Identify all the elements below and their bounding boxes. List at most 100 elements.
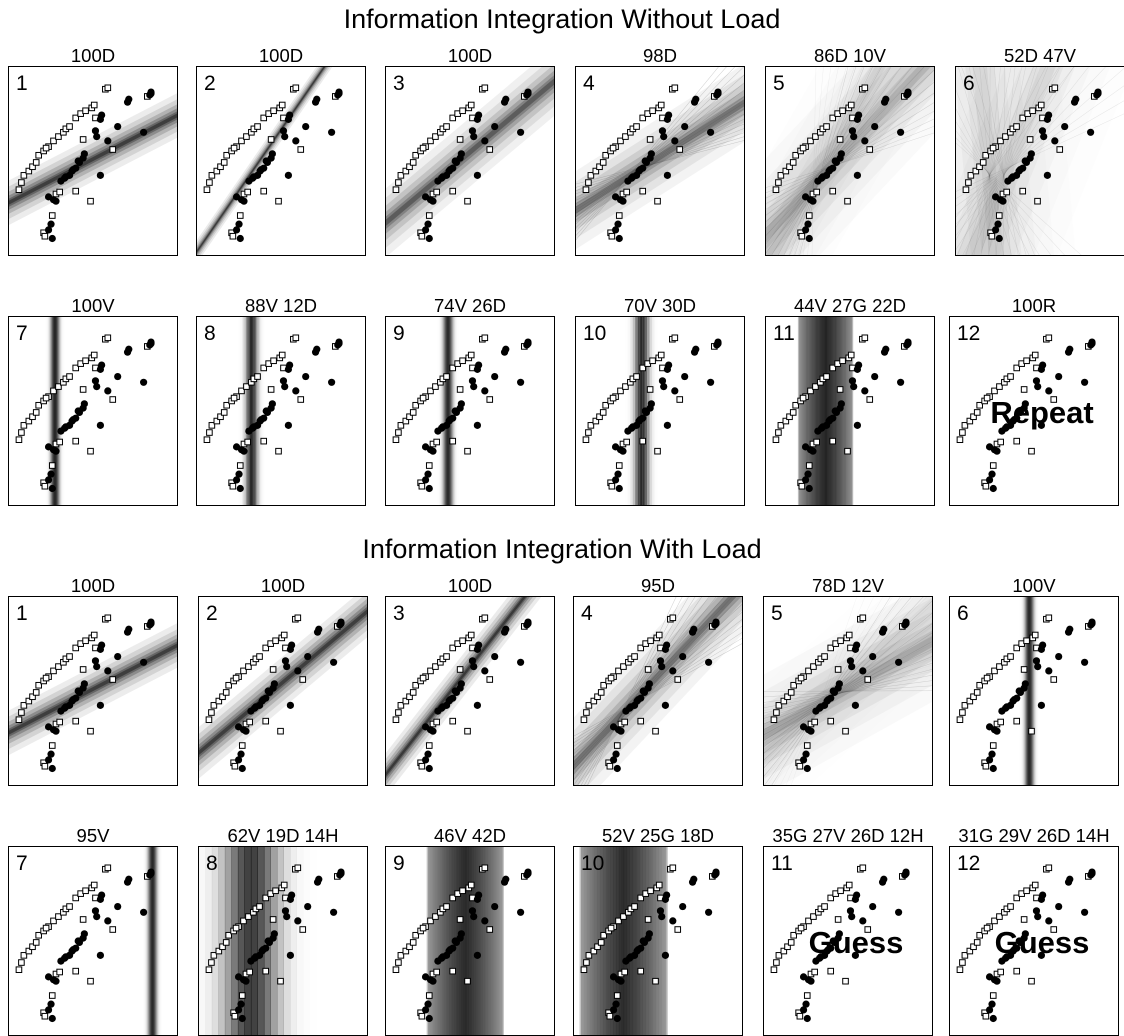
category-a-point bbox=[91, 102, 97, 108]
category-b-point bbox=[75, 157, 82, 164]
category-a-point bbox=[207, 180, 213, 186]
category-a-point bbox=[1024, 358, 1030, 364]
participant-panel: 11 bbox=[765, 316, 935, 506]
category-a-point bbox=[110, 147, 116, 153]
category-b-point bbox=[861, 137, 868, 144]
category-b-point bbox=[996, 235, 1003, 242]
category-b-point bbox=[904, 88, 911, 95]
category-a-point bbox=[1038, 102, 1044, 108]
category-b-point bbox=[1088, 868, 1095, 875]
category-b-point bbox=[662, 702, 669, 709]
category-b-point bbox=[705, 909, 712, 916]
category-a-point bbox=[638, 968, 644, 974]
bound-strip bbox=[199, 846, 206, 1036]
category-a-point bbox=[434, 189, 440, 195]
participant-number: 9 bbox=[393, 322, 405, 345]
participant-panel: 4 bbox=[575, 66, 745, 256]
category-b-point bbox=[491, 373, 498, 380]
category-a-point bbox=[33, 940, 39, 946]
category-a-point bbox=[1014, 968, 1020, 974]
category-b-point bbox=[75, 407, 82, 414]
category-b-point bbox=[902, 868, 909, 875]
category-a-point bbox=[487, 927, 493, 933]
category-b-point bbox=[853, 641, 860, 648]
category-b-point bbox=[806, 485, 813, 492]
category-a-point bbox=[257, 904, 263, 910]
category-b-point bbox=[838, 400, 845, 407]
category-b-point bbox=[438, 955, 445, 962]
participant-panel: 5 bbox=[763, 596, 933, 786]
category-a-point bbox=[998, 719, 1004, 725]
category-a-point bbox=[581, 717, 587, 723]
category-a-point bbox=[223, 940, 229, 946]
category-b-point bbox=[452, 407, 459, 414]
category-b-point bbox=[288, 891, 295, 898]
category-a-point bbox=[670, 615, 676, 621]
category-b-point bbox=[114, 653, 121, 660]
participant-panel: 2 bbox=[196, 66, 366, 256]
category-b-point bbox=[707, 379, 714, 386]
category-a-point bbox=[279, 102, 285, 108]
category-a-point bbox=[609, 483, 615, 489]
category-a-point bbox=[583, 437, 589, 443]
participant-panel: 5 bbox=[765, 66, 935, 256]
panel-strategy-label: 88V 12D bbox=[181, 296, 381, 316]
category-b-point bbox=[1088, 618, 1095, 625]
category-a-point bbox=[204, 187, 210, 193]
category-b-point bbox=[265, 687, 272, 694]
category-a-point bbox=[33, 410, 39, 416]
category-b-point bbox=[315, 626, 322, 633]
category-b-point bbox=[849, 127, 856, 134]
category-a-point bbox=[983, 1013, 989, 1019]
category-a-point bbox=[984, 675, 990, 681]
category-a-point bbox=[598, 940, 604, 946]
category-b-point bbox=[679, 903, 686, 910]
category-a-point bbox=[984, 395, 990, 401]
category-a-point bbox=[837, 387, 843, 393]
participant-number: 1 bbox=[16, 72, 28, 95]
participant-panel: 1 bbox=[8, 596, 178, 786]
category-b-point bbox=[61, 425, 68, 432]
category-b-point bbox=[628, 175, 635, 182]
category-b-point bbox=[1055, 373, 1062, 380]
category-b-point bbox=[147, 618, 154, 625]
category-b-point bbox=[859, 917, 866, 924]
participant-panel: 6 bbox=[955, 66, 1124, 256]
category-b-point bbox=[233, 226, 240, 233]
category-a-point bbox=[634, 124, 640, 130]
category-a-point bbox=[420, 675, 426, 681]
bound-strip bbox=[277, 846, 284, 1036]
category-b-point bbox=[61, 955, 68, 962]
category-b-point bbox=[304, 653, 311, 660]
category-a-point bbox=[672, 85, 678, 91]
bound-strip bbox=[290, 846, 297, 1036]
category-a-point bbox=[67, 124, 73, 130]
category-b-point bbox=[854, 422, 861, 429]
category-a-point bbox=[270, 667, 276, 673]
category-a-point bbox=[465, 978, 471, 984]
category-a-point bbox=[966, 180, 972, 186]
bound-strip bbox=[186, 846, 193, 1036]
category-a-point bbox=[295, 865, 301, 871]
category-a-point bbox=[622, 719, 628, 725]
category-a-point bbox=[1008, 904, 1014, 910]
category-b-point bbox=[269, 400, 276, 407]
category-b-point bbox=[265, 937, 272, 944]
category-a-point bbox=[426, 463, 432, 469]
category-a-point bbox=[49, 463, 55, 469]
participant-number: 2 bbox=[204, 72, 216, 95]
panel-strategy-label: 78D 12V bbox=[748, 576, 948, 596]
participant-panel: 3 bbox=[385, 66, 555, 256]
category-b-point bbox=[804, 1015, 811, 1022]
category-b-point bbox=[92, 127, 99, 134]
category-b-point bbox=[669, 667, 676, 674]
category-a-point bbox=[647, 137, 653, 143]
category-a-point bbox=[828, 968, 834, 974]
category-b-point bbox=[657, 907, 664, 914]
category-a-point bbox=[278, 728, 284, 734]
category-a-point bbox=[255, 374, 261, 380]
category-a-point bbox=[998, 439, 1004, 445]
category-a-point bbox=[1024, 638, 1030, 644]
category-b-point bbox=[838, 150, 845, 157]
participant-number: 12 bbox=[957, 852, 980, 875]
